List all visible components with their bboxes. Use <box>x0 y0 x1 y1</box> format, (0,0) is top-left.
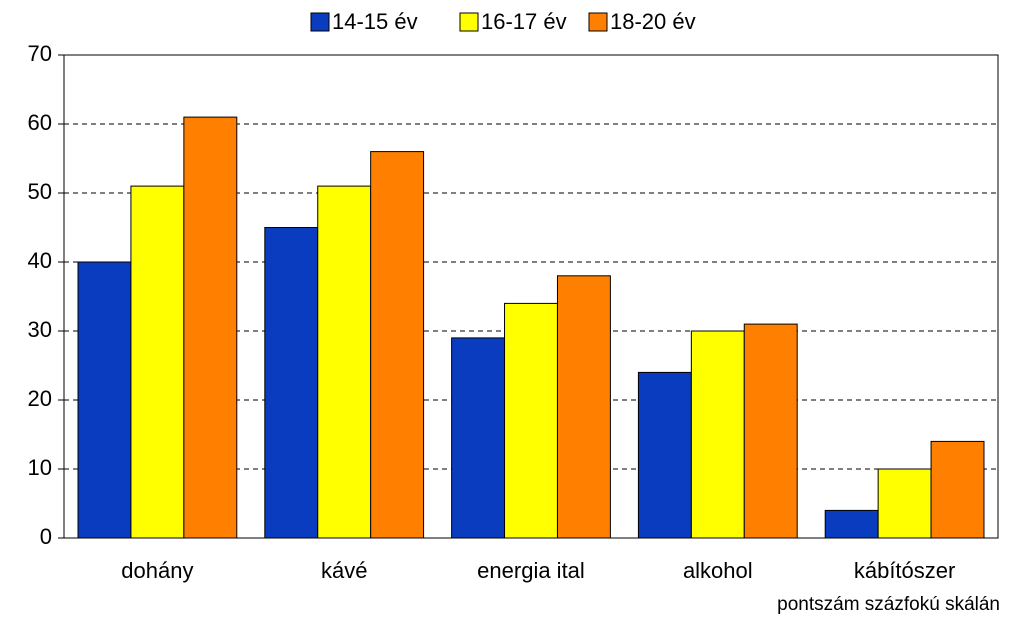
y-tick-label: 0 <box>40 524 52 549</box>
bar <box>930 440 985 539</box>
x-tick-label: energia ital <box>477 558 585 583</box>
bar <box>824 509 879 539</box>
x-tick-label: dohány <box>121 558 193 583</box>
legend-swatch <box>459 12 479 32</box>
y-tick-label: 10 <box>28 455 52 480</box>
legend-label: 18-20 év <box>610 9 696 34</box>
y-tick-label: 50 <box>28 179 52 204</box>
y-tick-label: 60 <box>28 110 52 135</box>
y-tick-label: 30 <box>28 317 52 342</box>
x-tick-label: kábítószer <box>854 558 956 583</box>
bar <box>690 330 745 539</box>
bar <box>743 323 798 539</box>
bar <box>77 261 132 539</box>
bar <box>183 116 238 539</box>
bar <box>370 151 425 539</box>
x-tick-label: alkohol <box>683 558 753 583</box>
bar <box>451 337 506 539</box>
y-tick-label: 20 <box>28 386 52 411</box>
legend-label: 14-15 év <box>332 9 418 34</box>
legend-swatch <box>310 12 330 32</box>
y-tick-label: 40 <box>28 248 52 273</box>
bar <box>130 185 185 539</box>
bar <box>877 468 932 539</box>
bar <box>264 227 319 539</box>
annotation: pontszám százfokú skálán <box>777 594 1000 615</box>
bar <box>317 185 372 539</box>
y-tick-label: 70 <box>28 41 52 66</box>
bar <box>637 371 692 539</box>
legend-swatch <box>588 12 608 32</box>
legend-label: 16-17 év <box>481 9 567 34</box>
plot-border <box>63 54 999 539</box>
bar <box>504 302 558 539</box>
bar <box>556 275 611 539</box>
x-tick-label: kávé <box>321 558 367 583</box>
